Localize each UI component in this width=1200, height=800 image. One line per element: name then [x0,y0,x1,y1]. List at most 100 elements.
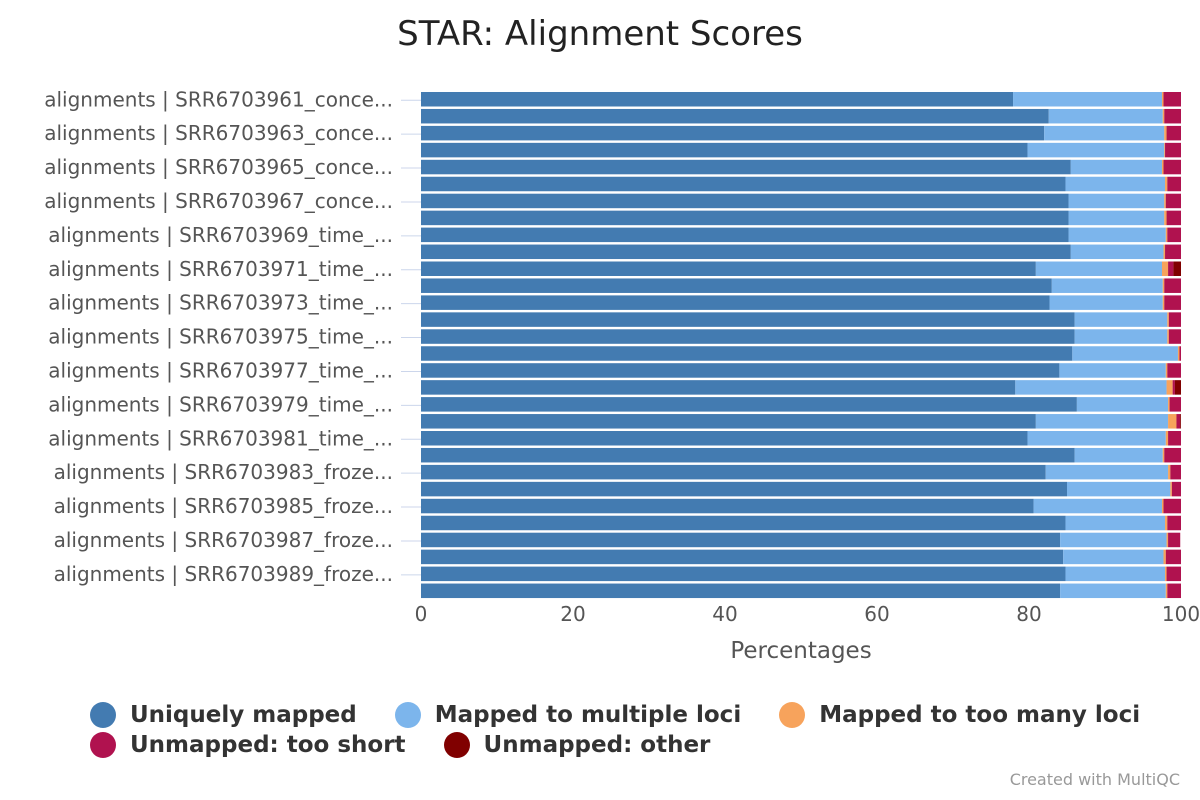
bar-segment[interactable] [1070,159,1162,175]
bar-segment[interactable] [421,261,1036,277]
bar-segment[interactable] [1162,108,1165,124]
bar-segment[interactable] [1163,244,1166,260]
bar-segment[interactable] [1167,583,1181,599]
bar-segment[interactable] [1166,125,1181,141]
bar-segment[interactable] [421,108,1049,124]
bar-segment[interactable] [1167,329,1169,344]
bar-segment[interactable] [421,329,1075,344]
bar-segment[interactable] [1049,295,1163,310]
legend-item-mapped-multiple[interactable]: Mapped to multiple loci [394,702,741,728]
bar-segment[interactable] [421,464,1046,480]
bar-segment[interactable] [1027,431,1166,446]
bar-segment[interactable] [1165,193,1181,209]
bar-segment[interactable] [1166,532,1169,548]
legend-item-unmapped-other[interactable]: Unmapped: other [443,732,710,758]
bar-segment[interactable] [1165,142,1181,158]
bar-segment[interactable] [1067,481,1171,497]
bar-segment[interactable] [1065,515,1166,531]
legend-item-mapped-too-many[interactable]: Mapped to too many loci [779,702,1140,728]
bar-segment[interactable] [1044,125,1165,141]
bar-segment[interactable] [1164,447,1181,463]
bar-segment[interactable] [1162,278,1165,293]
bar-segment[interactable] [1165,431,1169,446]
bar-segment[interactable] [421,278,1052,293]
bar-segment[interactable] [1068,227,1166,243]
bar-segment[interactable] [421,159,1071,175]
bar-segment[interactable] [421,549,1064,565]
bar-segment[interactable] [421,583,1061,599]
bar-segment[interactable] [1168,464,1171,480]
bar-segment[interactable] [1060,532,1167,548]
bar-segment[interactable] [1177,346,1180,361]
bar-segment[interactable] [421,481,1067,497]
bar-segment[interactable] [1176,414,1181,429]
bar-segment[interactable] [1045,464,1169,480]
bar-segment[interactable] [421,397,1077,412]
bar-segment[interactable] [1015,380,1167,395]
bar-segment[interactable] [421,447,1075,463]
bar-segment[interactable] [1164,295,1181,310]
bar-segment[interactable] [1165,363,1168,378]
bar-segment[interactable] [1170,481,1172,497]
bar-segment[interactable] [1171,481,1181,497]
bar-segment[interactable] [1165,583,1168,599]
legend-item-unmapped-too-short[interactable]: Unmapped: too short [90,732,406,758]
bar-segment[interactable] [1167,515,1181,531]
bar-segment[interactable] [1060,583,1166,599]
bar-segment[interactable] [1168,261,1174,277]
bar-segment[interactable] [1165,549,1181,565]
bar-segment[interactable] [1070,244,1164,260]
bar-segment[interactable] [1168,431,1181,446]
bar-segment[interactable] [421,431,1028,446]
bar-segment[interactable] [1068,193,1165,209]
bar-segment[interactable] [1059,363,1166,378]
bar-segment[interactable] [421,92,1014,107]
bar-segment[interactable] [1168,312,1181,327]
bar-segment[interactable] [1170,464,1181,480]
bar-segment[interactable] [1162,92,1164,107]
bar-segment[interactable] [1166,566,1181,582]
bar-segment[interactable] [1033,498,1162,514]
bar-segment[interactable] [1164,210,1167,226]
bar-segment[interactable] [1172,380,1175,395]
bar-segment[interactable] [1166,210,1181,226]
bar-segment[interactable] [1166,380,1173,395]
bar-segment[interactable] [421,193,1069,209]
bar-segment[interactable] [1074,312,1168,327]
bar-segment[interactable] [421,515,1066,531]
bar-segment[interactable] [1168,414,1177,429]
bar-segment[interactable] [1179,346,1181,361]
bar-segment[interactable] [1051,278,1163,293]
bar-segment[interactable] [421,380,1016,395]
bar-segment[interactable] [1164,125,1167,141]
legend-item-uniquely-mapped[interactable]: Uniquely mapped [90,702,357,728]
bar-segment[interactable] [1074,329,1168,344]
bar-segment[interactable] [421,414,1036,429]
bar-segment[interactable] [1167,227,1181,243]
credit-text[interactable]: Created with MultiQC [1009,770,1180,789]
bar-segment[interactable] [1165,176,1168,192]
bar-segment[interactable] [421,125,1045,141]
bar-segment[interactable] [1068,210,1165,226]
bar-segment[interactable] [1167,363,1181,378]
bar-segment[interactable] [1162,498,1164,514]
bar-segment[interactable] [421,295,1050,310]
bar-segment[interactable] [421,227,1069,243]
bar-segment[interactable] [421,532,1061,548]
bar-segment[interactable] [1174,380,1181,395]
bar-segment[interactable] [421,498,1034,514]
bar-segment[interactable] [1027,142,1165,158]
bar-segment[interactable] [1162,447,1165,463]
bar-segment[interactable] [421,142,1028,158]
bar-segment[interactable] [1065,176,1166,192]
bar-segment[interactable] [421,566,1066,582]
bar-segment[interactable] [421,346,1073,361]
bar-segment[interactable] [1165,227,1168,243]
bar-segment[interactable] [1164,108,1181,124]
bar-segment[interactable] [1164,278,1181,293]
bar-segment[interactable] [1163,159,1181,175]
bar-segment[interactable] [1169,397,1181,412]
bar-segment[interactable] [1035,261,1162,277]
bar-segment[interactable] [1065,566,1166,582]
bar-segment[interactable] [1162,295,1165,310]
